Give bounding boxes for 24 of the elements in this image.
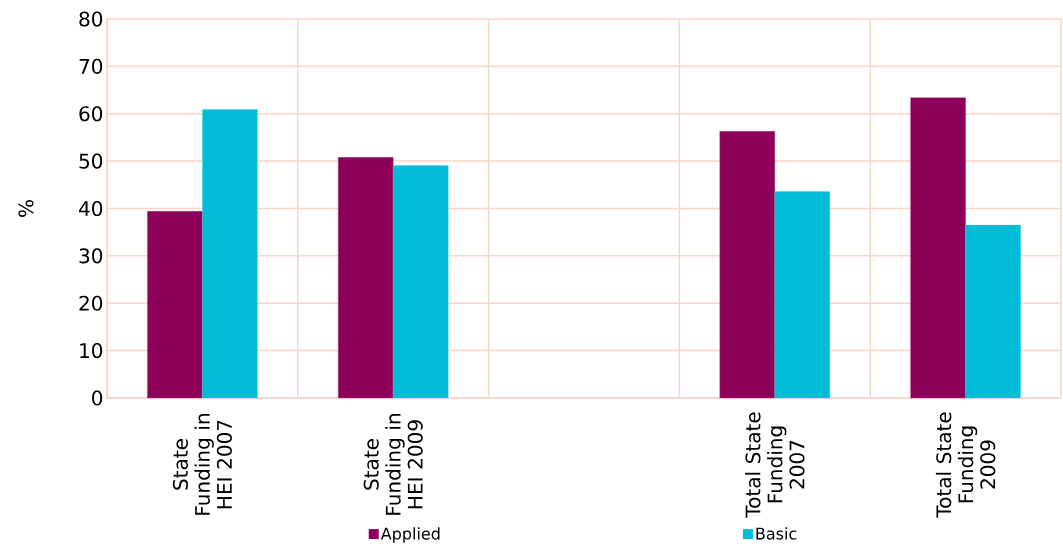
y-tick-label: 30 [79,248,103,264]
bar [965,224,1021,399]
bar [147,211,203,399]
bar [393,165,449,399]
bar [910,97,966,399]
legend-label: Basic [756,527,797,540]
x-tick-label: State Funding in HEI 2007 [172,414,232,515]
legend-label: Applied [380,527,440,543]
bar [719,131,775,399]
y-tick-label: 10 [80,343,103,359]
x-tick-label: Total State Funding 2009 [935,412,996,518]
bar [338,157,394,399]
y-tick-label: 20 [79,295,103,311]
y-tick-label: 0 [92,390,103,406]
y-tick-label: 40 [79,200,103,217]
x-tick-label: Total State Funding 2007 [745,412,805,518]
y-tick-label: 50 [79,153,103,169]
x-tick-label: State Funding in HEI 2009 [363,414,423,515]
bar [774,191,830,399]
y-axis-title: % [18,200,34,217]
bar [202,109,258,399]
y-tick-label: 70 [79,58,103,74]
y-tick-label: 60 [79,106,103,122]
y-tick-label: 80 [79,11,103,27]
